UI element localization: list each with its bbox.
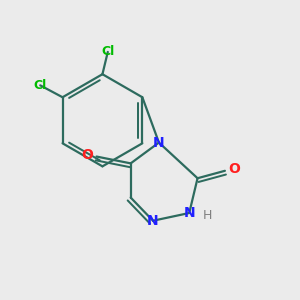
Text: Cl: Cl (101, 45, 114, 58)
Text: N: N (147, 214, 159, 228)
Text: O: O (228, 162, 240, 176)
Text: O: O (82, 148, 94, 162)
Text: N: N (153, 136, 165, 150)
Text: N: N (183, 206, 195, 220)
Text: H: H (203, 209, 212, 222)
Text: Cl: Cl (34, 79, 47, 92)
